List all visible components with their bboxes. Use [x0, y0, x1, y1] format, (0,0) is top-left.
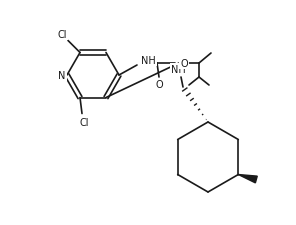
Text: NH: NH [170, 65, 185, 75]
Text: O: O [155, 80, 163, 90]
Text: N: N [58, 71, 66, 81]
Text: Cl: Cl [57, 30, 67, 40]
Text: NH: NH [141, 56, 156, 66]
Text: Cl: Cl [79, 117, 89, 127]
Text: O: O [180, 59, 188, 69]
Text: NH: NH [170, 65, 185, 75]
Polygon shape [238, 175, 257, 183]
